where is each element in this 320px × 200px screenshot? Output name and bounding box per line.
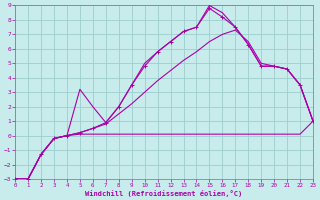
X-axis label: Windchill (Refroidissement éolien,°C): Windchill (Refroidissement éolien,°C) bbox=[85, 190, 243, 197]
